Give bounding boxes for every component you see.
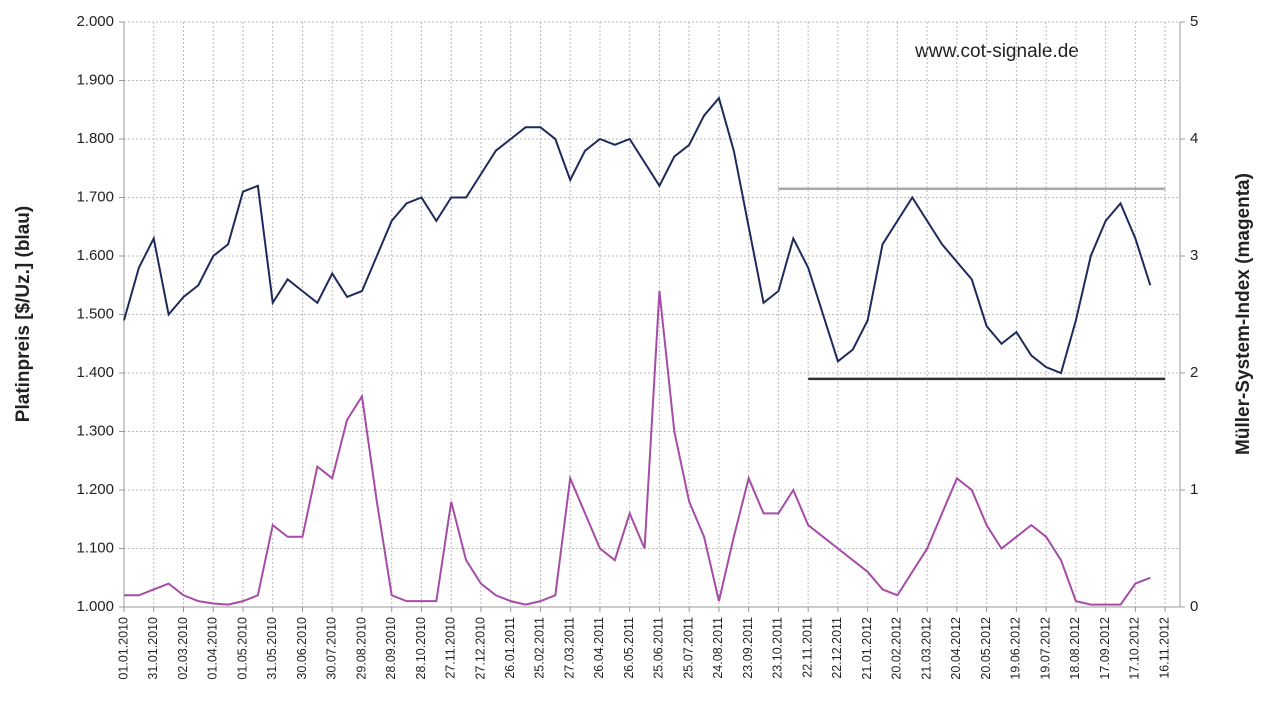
x-tick-label: 19.07.2012 — [1038, 617, 1052, 680]
x-tick-label: 26.05.2011 — [622, 617, 636, 679]
x-tick-label: 25.07.2011 — [681, 617, 695, 679]
y2-tick-label: 1 — [1190, 481, 1198, 498]
y-tick-label: 1.800 — [76, 130, 114, 147]
y-tick-label: 1.900 — [76, 71, 114, 88]
x-tick-label: 18.08.2012 — [1068, 617, 1082, 680]
x-tick-label: 01.01.2010 — [116, 617, 130, 680]
x-tick-label: 30.07.2010 — [325, 617, 339, 680]
x-tick-label: 22.11.2011 — [800, 617, 814, 678]
y2-axis-label: Müller-System-Index (magenta) — [1233, 173, 1254, 455]
y-tick-label: 1.300 — [76, 422, 114, 439]
x-tick-label: 20.02.2012 — [890, 617, 904, 680]
y-tick-label: 1.000 — [76, 598, 114, 615]
x-tick-label: 01.04.2010 — [206, 617, 220, 680]
y2-tick-label: 5 — [1190, 13, 1198, 30]
x-tick-label: 01.05.2010 — [235, 617, 249, 680]
x-tick-label: 22.12.2011 — [830, 617, 844, 679]
y2-tick-label: 2 — [1190, 364, 1198, 381]
y-axis-label: Platinpreis [$/Uz.] (blau) — [13, 206, 34, 422]
x-tick-label: 31.01.2010 — [146, 617, 160, 680]
x-tick-label: 16.11.2012 — [1157, 617, 1171, 679]
y-tick-label: 1.200 — [76, 481, 114, 498]
x-tick-label: 28.09.2010 — [384, 617, 398, 680]
x-tick-label: 27.11.2010 — [444, 617, 458, 679]
x-tick-label: 17.09.2012 — [1098, 617, 1112, 680]
x-tick-label: 31.05.2010 — [265, 617, 279, 680]
x-tick-label: 19.06.2012 — [1009, 617, 1023, 680]
y-tick-label: 1.400 — [76, 364, 114, 381]
x-tick-label: 26.04.2011 — [592, 617, 606, 679]
x-tick-label: 21.01.2012 — [860, 617, 874, 680]
x-tick-label: 27.12.2010 — [473, 617, 487, 680]
line-series — [124, 290, 1151, 606]
x-tick-label: 17.10.2012 — [1128, 617, 1142, 680]
x-tick-label: 27.03.2011 — [562, 617, 576, 679]
y2-tick-label: 0 — [1190, 598, 1198, 615]
y2-tick-label: 3 — [1190, 247, 1198, 264]
line-series — [123, 95, 1152, 375]
x-tick-label: 23.10.2011 — [771, 617, 785, 679]
x-tick-label: 29.08.2010 — [354, 617, 368, 680]
x-tick-label: 20.05.2012 — [979, 617, 993, 680]
x-tick-label: 23.09.2011 — [741, 617, 755, 679]
x-tick-label: 20.04.2012 — [949, 617, 963, 680]
x-tick-label: 28.10.2010 — [414, 617, 428, 680]
x-tick-label: 02.03.2010 — [176, 617, 190, 680]
y-tick-label: 1.100 — [76, 539, 114, 556]
x-tick-label: 26.01.2011 — [503, 617, 517, 679]
x-tick-label: 21.03.2012 — [919, 617, 933, 680]
x-tick-label: 24.08.2011 — [711, 617, 725, 679]
annotation: www.cot-signale.de — [914, 41, 1079, 62]
x-tick-label: 25.02.2011 — [533, 617, 547, 679]
x-tick-label: 25.06.2011 — [652, 617, 666, 679]
y-tick-label: 2.000 — [76, 13, 114, 30]
y-tick-label: 1.600 — [76, 247, 114, 264]
x-tick-label: 30.06.2010 — [295, 617, 309, 680]
y-tick-label: 1.500 — [76, 305, 114, 322]
y-tick-label: 1.700 — [76, 188, 114, 205]
y2-tick-label: 4 — [1190, 130, 1198, 147]
